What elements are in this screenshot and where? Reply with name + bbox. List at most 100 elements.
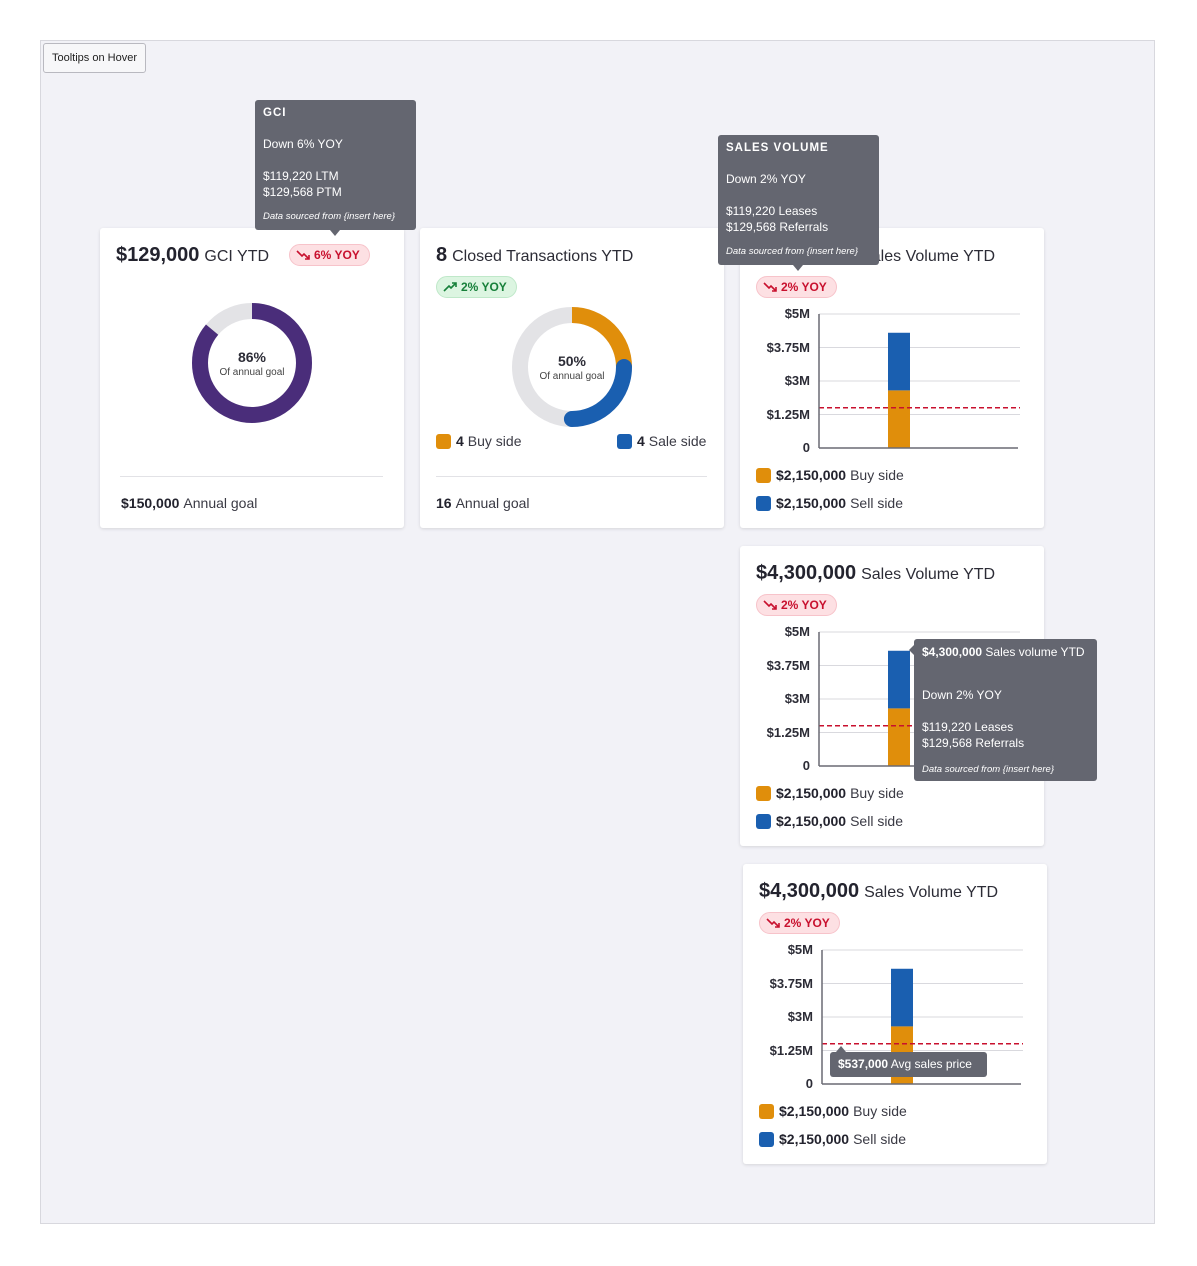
legend-buy-side: $2,150,000 Buy side bbox=[756, 467, 904, 483]
volume-value: $4,300,000 bbox=[756, 562, 857, 584]
blue-swatch bbox=[756, 813, 771, 829]
blue-swatch bbox=[617, 433, 632, 449]
tooltip-source: Data sourced from {insert here} bbox=[726, 246, 859, 257]
yoy-badge[interactable]: 2% YOY bbox=[756, 594, 837, 616]
tooltip-caret bbox=[909, 645, 914, 655]
volume-label: Sales Volume YTD bbox=[861, 248, 996, 265]
sell-value: $2,150,000 bbox=[779, 1131, 850, 1147]
trend-down-icon bbox=[766, 918, 780, 928]
tooltip-source: Data sourced from {insert here} bbox=[922, 764, 1055, 775]
sell-label: Sell side bbox=[850, 813, 903, 829]
tooltips-on-hover-button[interactable]: Tooltips on Hover bbox=[43, 43, 146, 73]
annual-goal: 16 Annual goal bbox=[436, 495, 530, 511]
buy-value: $2,150,000 bbox=[776, 467, 847, 483]
tooltip-line: $129,568 PTM bbox=[263, 185, 342, 199]
gci-value: $129,000 bbox=[116, 244, 200, 266]
y-tick-label: 0 bbox=[802, 758, 810, 773]
badge-text: 2% YOY bbox=[781, 280, 827, 294]
badge-text: 2% YOY bbox=[461, 280, 507, 294]
gci-label: GCI YTD bbox=[204, 248, 270, 265]
gci-tooltip: GCI Down 6% YOY $119,220 LTM $129,568 PT… bbox=[255, 100, 416, 230]
tooltip-title: SALES VOLUME bbox=[726, 142, 829, 154]
buy-label: Buy side bbox=[853, 1103, 907, 1119]
blue-swatch bbox=[759, 1131, 774, 1147]
legend-sell-side: $2,150,000 Sell side bbox=[756, 813, 903, 829]
sell-label: Sell side bbox=[853, 1131, 906, 1147]
badge-text: 6% YOY bbox=[314, 248, 360, 262]
y-tick-label: $3.75M bbox=[766, 657, 810, 673]
tooltip-label: Avg sales price bbox=[890, 1057, 972, 1071]
bar-segment-buy-side[interactable] bbox=[888, 708, 910, 766]
donut-progress-arc[interactable] bbox=[192, 303, 312, 423]
tooltip-line: $129,568 Referrals bbox=[922, 736, 1025, 750]
orange-swatch bbox=[756, 467, 771, 483]
y-tick-label: $5M bbox=[784, 624, 810, 639]
yoy-badge[interactable]: 6% YOY bbox=[289, 244, 370, 266]
buy-count: 4 bbox=[456, 433, 464, 449]
legend-buy-side: $2,150,000 Buy side bbox=[759, 1103, 907, 1119]
y-tick-label: $3.75M bbox=[766, 339, 810, 355]
sell-count: 4 bbox=[637, 433, 645, 449]
transactions-value: 8 bbox=[436, 244, 448, 266]
tooltip-caret bbox=[330, 230, 340, 236]
orange-swatch bbox=[759, 1103, 774, 1119]
tooltip-heading: $4,300,000 Sales volume YTD bbox=[922, 645, 1089, 659]
transactions-donut[interactable] bbox=[512, 307, 632, 427]
legend-buy-side: $2,150,000 Buy side bbox=[756, 785, 904, 801]
y-tick-label: $3.75M bbox=[769, 975, 813, 991]
transactions-card: 8 Closed Transactions YTD 2% YOY 50% Of a… bbox=[420, 228, 724, 528]
orange-swatch bbox=[756, 785, 771, 801]
y-tick-label: $1.25M bbox=[769, 1042, 813, 1058]
legend-sell-side: $2,150,000 Sell side bbox=[759, 1131, 906, 1147]
volume-label: Sales Volume YTD bbox=[864, 884, 999, 901]
annual-goal: $150,000 Annual goal bbox=[121, 495, 257, 511]
divider bbox=[436, 476, 707, 477]
yoy-badge[interactable]: 2% YOY bbox=[756, 276, 837, 298]
bar-segment-sell-side[interactable] bbox=[888, 650, 910, 709]
bar-segment-sell-side[interactable] bbox=[891, 968, 913, 1027]
bar-tooltip: $4,300,000 Sales volume YTD Down 2% YOY … bbox=[914, 639, 1097, 781]
bar-segment-buy-side[interactable] bbox=[888, 390, 910, 448]
sell-value: $2,150,000 bbox=[776, 495, 847, 511]
donut-sell-arc[interactable] bbox=[512, 307, 632, 427]
bar-segment-sell-side[interactable] bbox=[888, 332, 910, 391]
yoy-badge[interactable]: 2% YOY bbox=[759, 912, 840, 934]
y-tick-label: $3M bbox=[784, 691, 810, 706]
volume-value: $4,300,000 bbox=[759, 880, 860, 902]
buy-value: $2,150,000 bbox=[779, 1103, 850, 1119]
donut-center: 50% Of annual goal bbox=[512, 353, 632, 382]
tooltip-title: GCI bbox=[263, 107, 287, 119]
trend-down-icon bbox=[763, 282, 777, 292]
y-tick-label: 0 bbox=[805, 1076, 813, 1091]
transactions-label: Closed Transactions YTD bbox=[452, 248, 634, 265]
goal-value: $150,000 bbox=[121, 495, 180, 511]
buy-value: $2,150,000 bbox=[776, 785, 847, 801]
sell-label: Sale side bbox=[648, 433, 707, 449]
buy-label: Buy side bbox=[467, 433, 522, 449]
yoy-badge[interactable]: 2% YOY bbox=[436, 276, 517, 298]
tooltip-line: $129,568 Referrals bbox=[726, 220, 829, 234]
sales-volume-tooltip: SALES VOLUME Down 2% YOY $119,220 Leases… bbox=[718, 135, 879, 265]
orange-swatch bbox=[436, 433, 451, 449]
badge-text: 2% YOY bbox=[781, 598, 827, 612]
goal-label: Annual goal bbox=[183, 495, 258, 511]
y-tick-label: $3M bbox=[784, 373, 810, 388]
tooltip-value: $4,300,000 bbox=[922, 645, 983, 659]
y-tick-label: $1.25M bbox=[766, 724, 810, 740]
buy-label: Buy side bbox=[850, 467, 904, 483]
divider bbox=[120, 476, 383, 477]
tooltip-caret bbox=[836, 1046, 846, 1052]
goal-value: 16 bbox=[436, 495, 452, 511]
avg-price-tooltip: $537,000 Avg sales price bbox=[830, 1052, 987, 1077]
gci-card: $129,000 GCI YTD 6% YOY 86% Of annual goa… bbox=[100, 228, 404, 528]
gci-donut[interactable] bbox=[192, 303, 312, 423]
y-tick-label: 0 bbox=[802, 440, 810, 455]
sell-value: $2,150,000 bbox=[776, 813, 847, 829]
buy-label: Buy side bbox=[850, 785, 904, 801]
sell-label: Sell side bbox=[850, 495, 903, 511]
tooltip-value: $537,000 bbox=[838, 1057, 889, 1071]
